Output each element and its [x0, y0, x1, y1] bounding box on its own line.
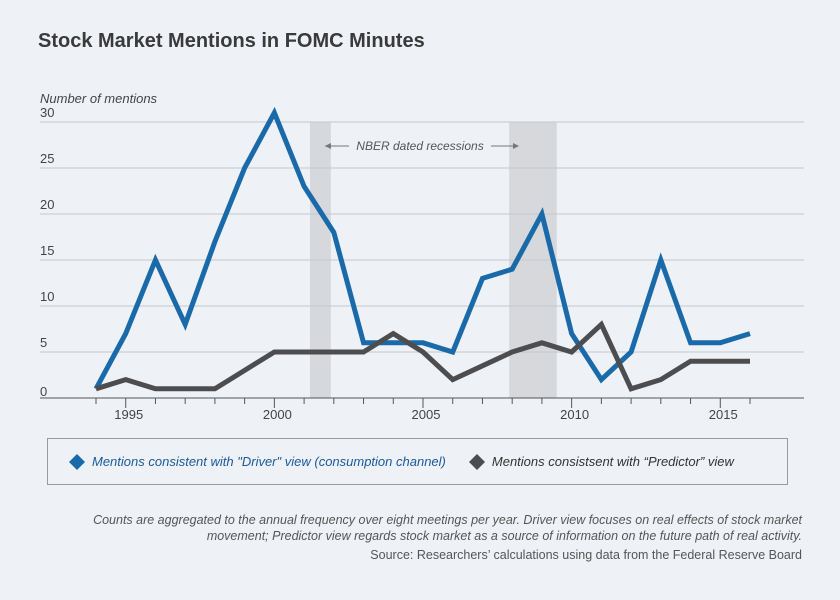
legend-marker-predictor — [468, 453, 485, 470]
y-axis-title: Number of mentions — [40, 91, 158, 106]
y-tick-label-0: 0 — [40, 384, 47, 399]
recession-annotation: NBER dated recessions — [356, 139, 483, 153]
series-line-predictor — [95, 320, 750, 392]
legend-marker-driver — [69, 453, 85, 470]
y-tick-label-30: 30 — [40, 105, 54, 120]
y-tick-label-5: 5 — [40, 335, 47, 350]
footnote: Counts are aggregated to the annual freq… — [93, 513, 802, 543]
x-tick-label-1995: 1995 — [114, 407, 143, 422]
x-tick-label-2015: 2015 — [709, 407, 738, 422]
legend-item-driver: Mentions consistent with "Driver" view (… — [68, 453, 446, 471]
x-tick-label-2000: 2000 — [263, 407, 292, 422]
legend-item-predictor: Mentions consistsent with “Predictor” vi… — [468, 453, 734, 471]
x-tick-label-2005: 2005 — [412, 407, 441, 422]
x-tick-label-2010: 2010 — [560, 407, 589, 422]
legend-label-driver: Mentions consistent with "Driver" view (… — [92, 454, 446, 469]
annotation-arrowhead-left — [324, 143, 331, 149]
y-tick-label-15: 15 — [40, 243, 54, 258]
y-tick-label-10: 10 — [40, 289, 54, 304]
source-note: Source: Researchers’ calculations using … — [370, 548, 802, 562]
y-tick-label-25: 25 — [40, 151, 54, 166]
chart-title: Stock Market Mentions in FOMC Minutes — [38, 30, 425, 52]
y-tick-label-20: 20 — [40, 197, 54, 212]
legend-label-predictor: Mentions consistsent with “Predictor” vi… — [491, 454, 734, 469]
annotation-arrowhead-right — [513, 143, 519, 149]
series-line-driver — [93, 106, 751, 390]
legend: Mentions consistent with "Driver" view (… — [47, 438, 788, 485]
